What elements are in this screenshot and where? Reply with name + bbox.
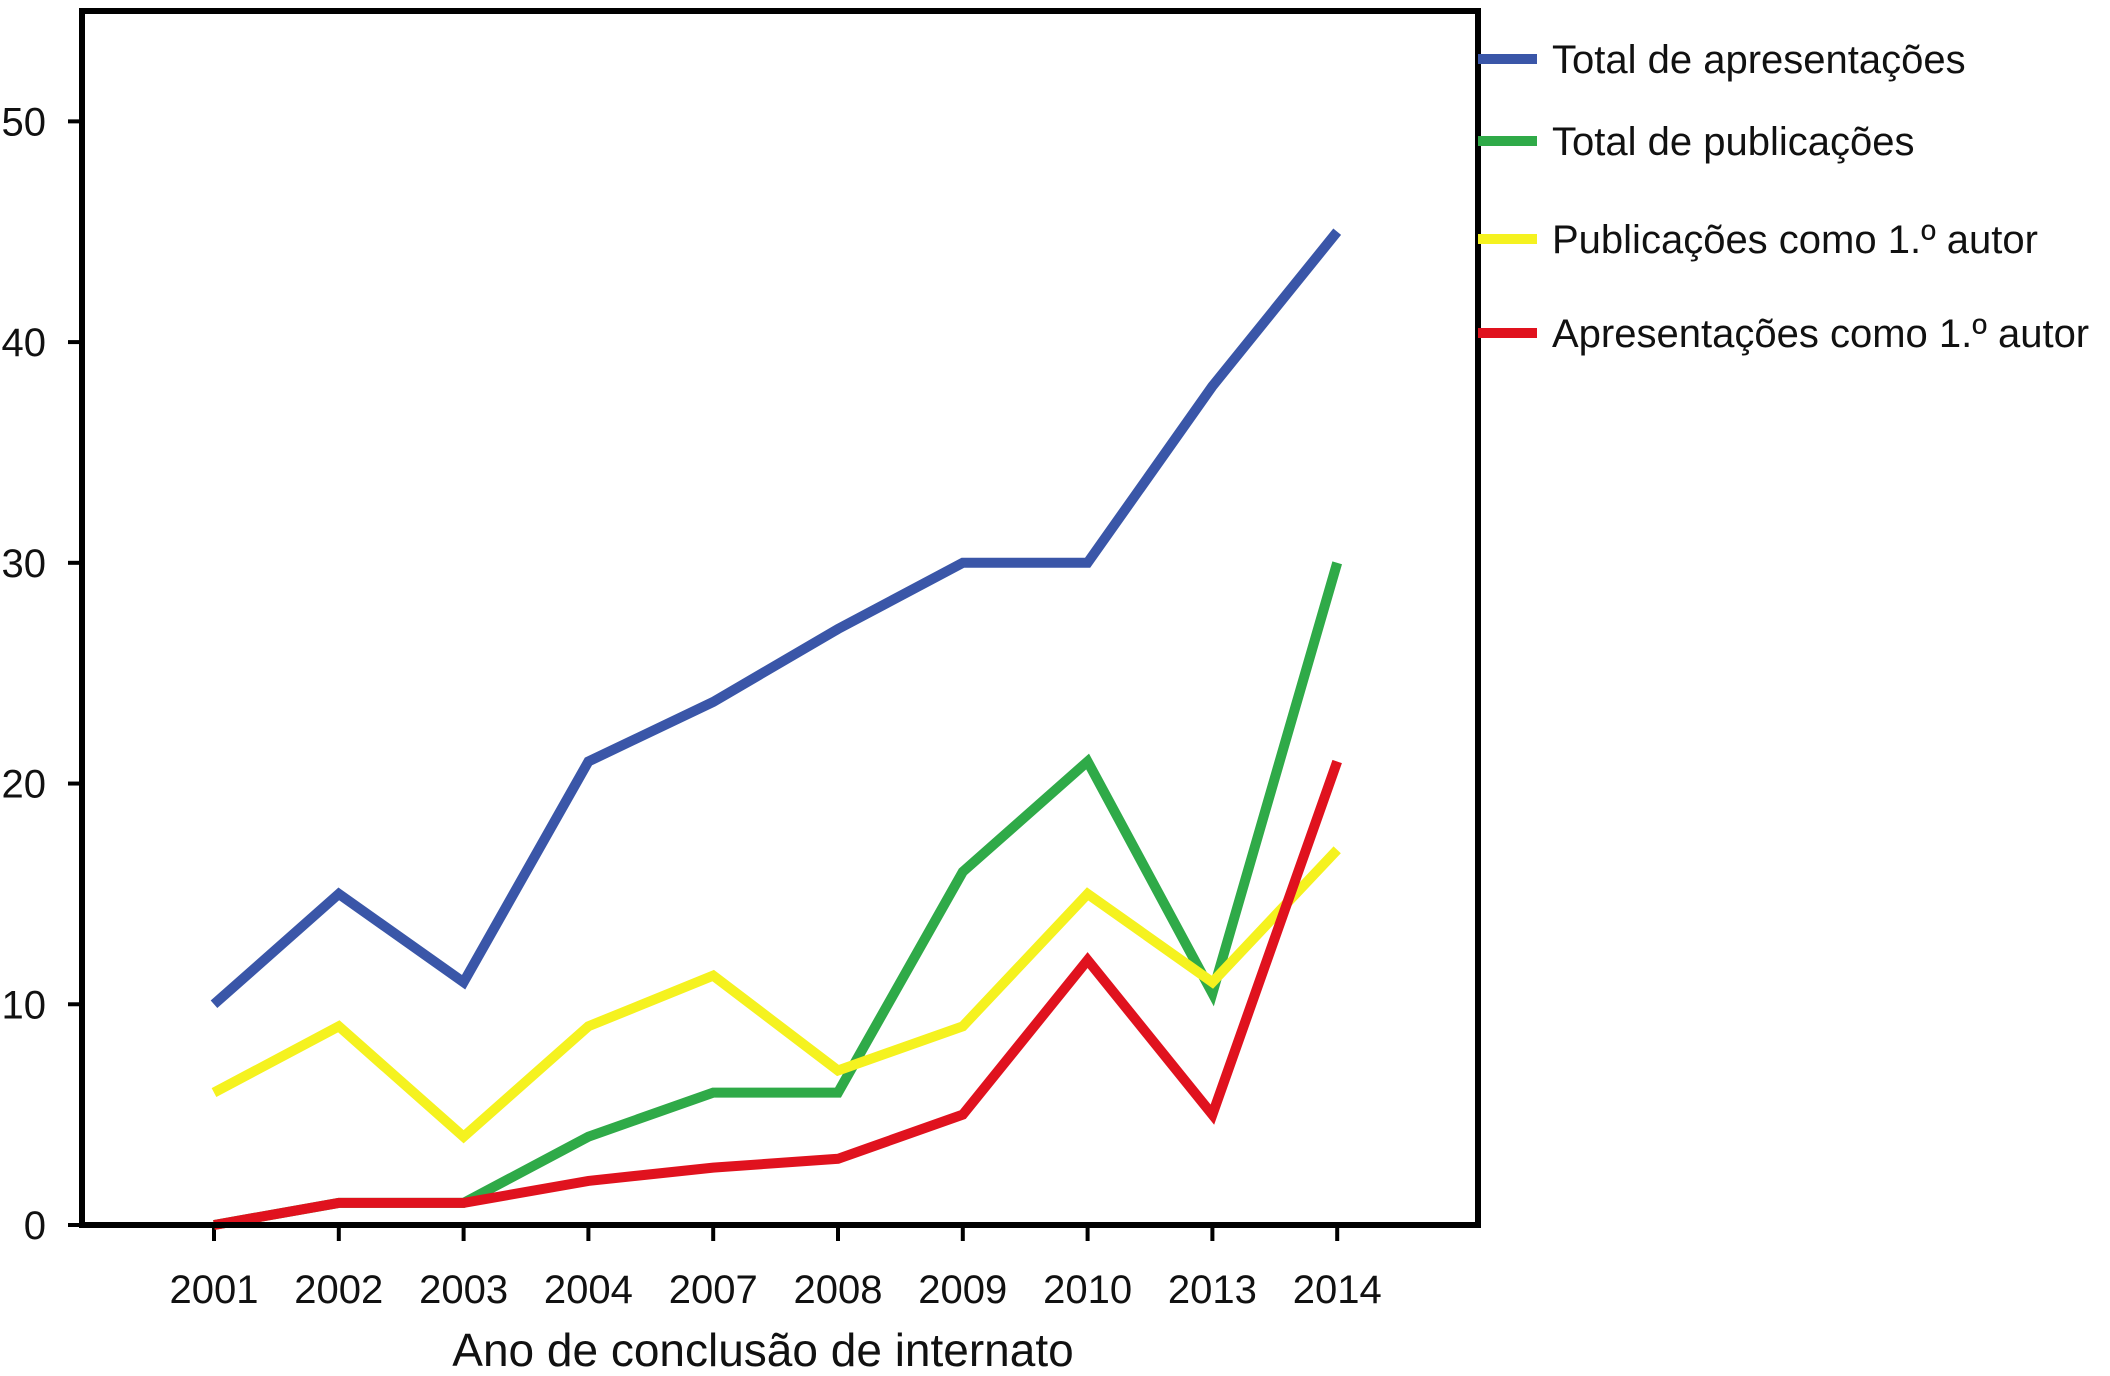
x-tick-label: 2002 <box>294 1268 383 1312</box>
series-line-4 <box>213 759 1342 1230</box>
legend-item: Publicações como 1.º autor <box>1478 218 2038 262</box>
legend-label: Publicações como 1.º autor <box>1552 218 2038 262</box>
x-axis: 2001 2002 2003 2004 2007 2008 2009 2010 2013 2014 <box>170 1225 1382 1312</box>
x-tick-label: 2010 <box>1043 1268 1132 1312</box>
y-tick-label: 10 <box>2 983 47 1027</box>
y-tick-label: 30 <box>2 542 47 586</box>
legend-item: Apresentações como 1.º autor <box>1478 312 2089 356</box>
legend-item: Total de apresentações <box>1478 38 1966 82</box>
x-tick-label: 2009 <box>918 1268 1007 1312</box>
legend-label: Total de apresentações <box>1552 38 1966 82</box>
x-tick-label: 2004 <box>544 1268 633 1312</box>
x-tick-label: 2001 <box>170 1268 259 1312</box>
legend-item: Total de publicações <box>1478 120 1914 164</box>
x-axis-title: Ano de conclusão de internato <box>452 1324 1073 1376</box>
y-axis: 0 10 20 30 40 50 <box>2 100 82 1248</box>
x-tick-label: 2003 <box>419 1268 508 1312</box>
series-line-1 <box>210 228 1342 1009</box>
legend-label: Apresentações como 1.º autor <box>1552 312 2089 356</box>
series-lines <box>210 228 1343 1230</box>
plot-frame <box>79 8 1481 1228</box>
series-line-3 <box>211 846 1341 1144</box>
legend: Total de apresentações Total de publicaçõ… <box>1478 38 2089 356</box>
legend-label: Total de publicações <box>1552 120 1914 164</box>
x-tick-label: 2013 <box>1168 1268 1257 1312</box>
y-tick-label: 20 <box>2 763 47 807</box>
y-tick-label: 40 <box>2 321 47 365</box>
y-tick-label: 0 <box>24 1204 46 1248</box>
x-tick-label: 2007 <box>669 1268 758 1312</box>
x-tick-label: 2008 <box>794 1268 883 1312</box>
y-tick-label: 50 <box>2 100 47 144</box>
x-tick-label: 2014 <box>1293 1268 1382 1312</box>
